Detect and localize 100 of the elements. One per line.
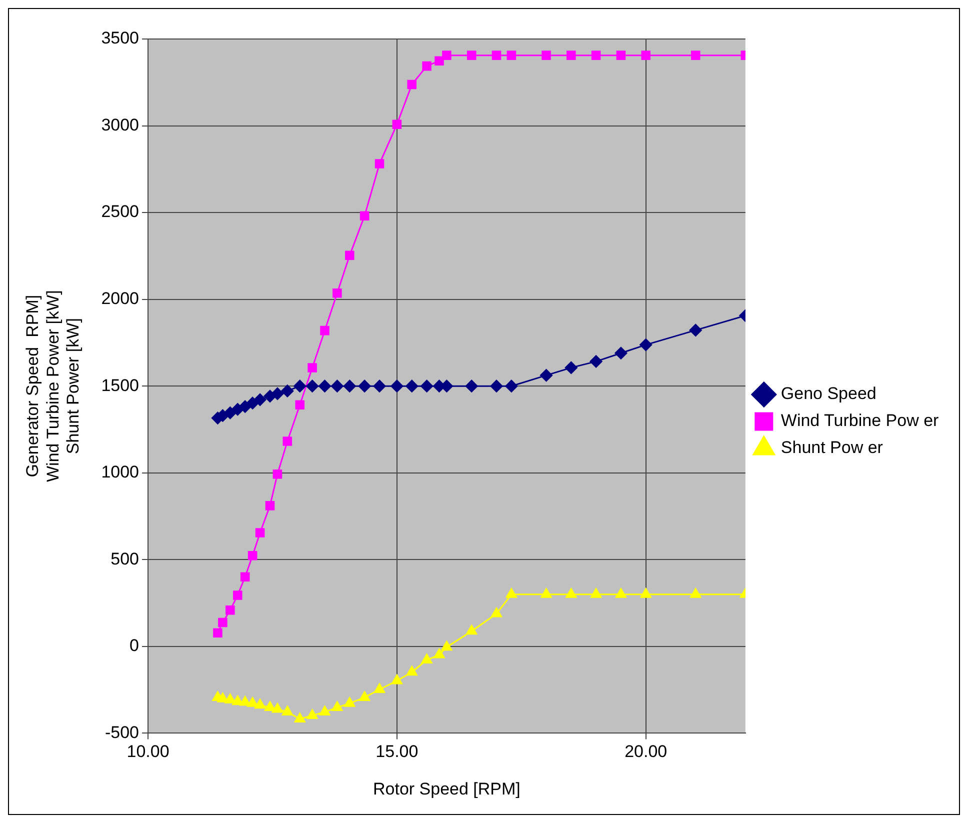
point: [282, 436, 292, 446]
point: [390, 380, 404, 392]
point: [566, 588, 577, 598]
point: [540, 369, 553, 382]
point: [373, 380, 386, 392]
point: [332, 288, 342, 298]
point: [506, 588, 517, 598]
point: [492, 50, 502, 60]
point: [306, 709, 318, 719]
x-axis-title: Rotor Speed [RPM]: [373, 779, 520, 798]
point: [320, 326, 330, 336]
point: [466, 624, 478, 635]
point: [420, 380, 434, 392]
point: [330, 380, 344, 392]
point: [344, 250, 354, 260]
point: [308, 363, 317, 372]
point: [374, 683, 386, 693]
point: [615, 588, 626, 598]
x-tick-label: 15.00: [376, 742, 418, 762]
point: [218, 618, 228, 628]
point: [465, 380, 478, 392]
point: [421, 654, 432, 664]
point: [374, 159, 384, 168]
x-tick-label: 20.00: [624, 742, 668, 762]
point: [466, 50, 476, 60]
point: [422, 61, 432, 71]
point: [640, 588, 652, 598]
point: [232, 590, 242, 600]
x-tick-label: 10.00: [126, 742, 170, 762]
point: [640, 338, 652, 352]
point: [226, 606, 235, 615]
point: [442, 50, 452, 60]
point: [224, 406, 236, 420]
point: [434, 648, 445, 658]
point: [358, 380, 371, 392]
point: [506, 50, 516, 60]
point: [441, 640, 452, 651]
y-tick-label: 500: [110, 549, 140, 568]
point: [295, 400, 304, 410]
point: [359, 691, 370, 701]
point: [392, 120, 402, 130]
point: [590, 355, 602, 368]
point: [238, 400, 252, 413]
y-tick-label: 1500: [101, 376, 140, 395]
point: [540, 588, 552, 598]
point: [690, 588, 702, 598]
point: [247, 697, 258, 707]
y-tick-label: -500: [104, 722, 140, 742]
point: [434, 56, 444, 66]
point: [319, 706, 330, 716]
point: [344, 697, 356, 707]
point: [542, 50, 551, 60]
y-tick-label: 2000: [101, 289, 140, 308]
point: [246, 396, 259, 410]
point: [318, 380, 331, 392]
point: [490, 380, 503, 392]
y-tick-label: 0: [130, 636, 140, 656]
point: [616, 50, 626, 60]
legend-label: Geno Speed: [780, 384, 876, 404]
point: [264, 701, 276, 712]
point: [406, 666, 418, 676]
point: [217, 692, 228, 702]
point: [407, 80, 417, 90]
point: [213, 628, 222, 638]
y-tick-label: 3500: [101, 28, 140, 48]
y-tick-label: 2500: [101, 202, 140, 222]
point: [343, 380, 356, 392]
point: [360, 211, 370, 220]
point: [240, 572, 250, 582]
point: [272, 703, 283, 713]
point: [306, 380, 319, 392]
y-tick-label: 1000: [101, 462, 140, 482]
point: [248, 551, 258, 560]
y-tick-label: 3000: [101, 115, 140, 134]
point: [294, 712, 306, 722]
legend-label: Shunt Pow er: [780, 438, 884, 458]
point: [265, 501, 275, 510]
point: [564, 361, 578, 374]
point: [689, 324, 702, 336]
point: [566, 50, 576, 60]
point: [590, 588, 602, 598]
point: [240, 696, 251, 706]
point: [254, 698, 266, 709]
point: [406, 380, 418, 392]
point: [391, 674, 402, 684]
point: [281, 384, 294, 398]
point: [272, 469, 282, 479]
legend-label: Wind Turbine Pow er: [780, 411, 940, 430]
point: [254, 393, 266, 406]
point: [271, 387, 284, 400]
point: [490, 608, 502, 618]
point: [231, 403, 244, 416]
point: [255, 528, 265, 538]
point: [641, 50, 650, 60]
point: [332, 701, 343, 712]
point: [505, 380, 518, 392]
point: [224, 694, 236, 704]
point: [294, 380, 306, 392]
point: [591, 50, 601, 60]
point: [614, 346, 628, 360]
